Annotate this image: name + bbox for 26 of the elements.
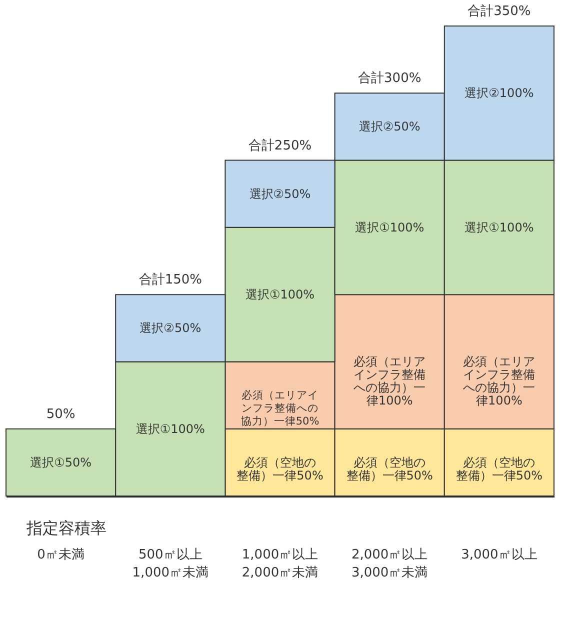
total-label: 合計350% [468,4,531,19]
data-label: 選択①100% [355,220,424,234]
data-label: 選択②50% [140,321,202,336]
data-label: 必須（エリアインフラ整備への協力）一律100% [463,354,536,408]
x-tick-label: 0㎡未満 [37,548,84,562]
data-label: 選択②50% [249,186,311,201]
data-label: 選択②50% [358,120,420,134]
total-label: 合計150% [138,272,202,288]
data-label: 選択①100% [464,220,534,234]
data-label: 必須（エリアインフラ整備への協力）一律50% [240,388,320,428]
data-label: 選択①100% [136,422,205,436]
x-tick-label: 500㎡以上 1,000㎡未満 [132,548,209,580]
x-tick-label: 1,000㎡以上 2,000㎡未満 [242,548,318,580]
total-label: 合計250% [248,138,312,154]
data-label: 必須（空地の整備）一律50% [456,455,543,482]
data-label: 必須（空地の整備）一律50% [346,455,433,482]
x-axis-title: 指定容積率 [26,518,106,538]
data-label: 選択①100% [245,288,315,302]
total-label: 合計300% [358,71,422,86]
x-tick-label: 2,000㎡以上 3,000㎡未満 [351,548,428,580]
data-label: 選択②100% [464,86,534,100]
x-tick-label: 3,000㎡以上 [461,548,538,562]
data-label: 選択①50% [30,455,92,470]
data-label: 必須（エリアインフラ整備への協力）一律100% [354,354,426,408]
total-label: 50% [46,406,76,422]
data-label: 必須（空地の整備）一律50% [236,455,324,482]
